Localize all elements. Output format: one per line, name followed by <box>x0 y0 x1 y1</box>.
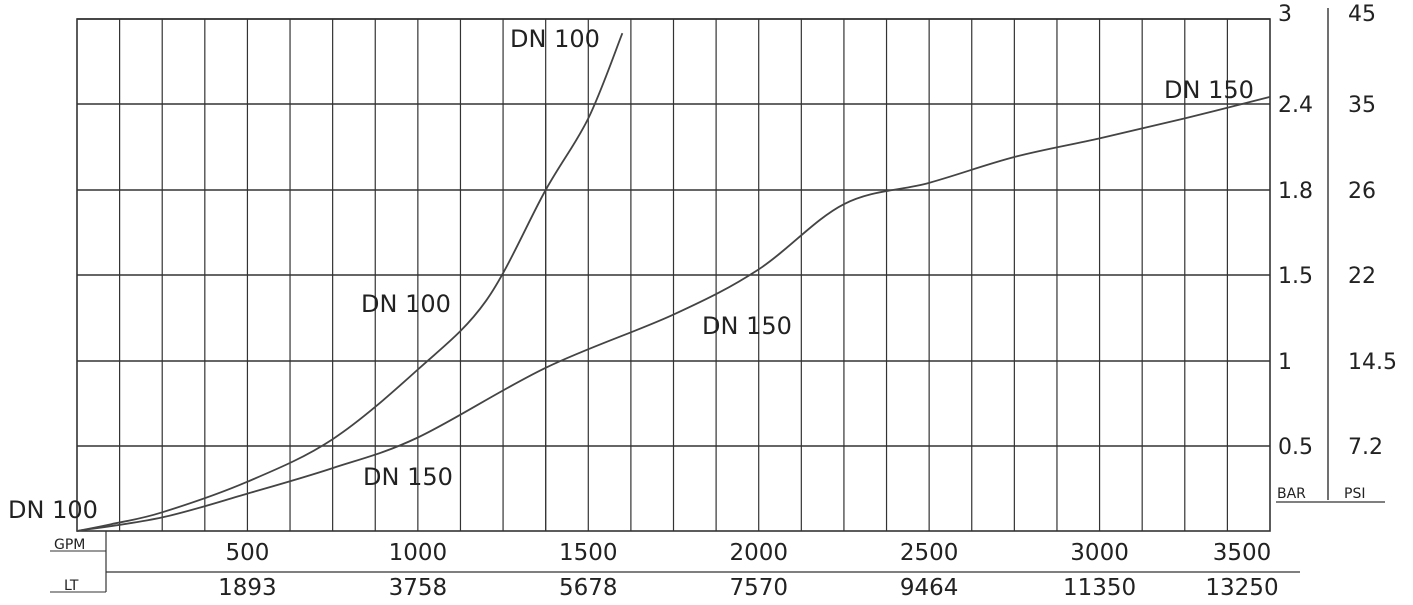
y-tick-psi: 26 <box>1348 179 1376 204</box>
gpm-unit-label: GPM <box>54 537 85 553</box>
series-annotation: DN 100 <box>510 25 600 53</box>
chart-frame <box>50 8 1385 593</box>
y-tick-bar: 1.5 <box>1278 264 1313 289</box>
chart-curves <box>76 32 1271 532</box>
y-tick-bar: 3 <box>1278 2 1292 27</box>
psi-unit-label: PSI <box>1344 486 1365 502</box>
x-tick-lt: 1893 <box>218 575 277 601</box>
y-tick-bar: 1.8 <box>1278 179 1313 204</box>
y-tick-psi: 14.5 <box>1348 350 1397 375</box>
y-tick-psi: 35 <box>1348 93 1376 118</box>
x-tick-gpm: 500 <box>225 540 269 566</box>
x-tick-gpm: 3500 <box>1213 540 1272 566</box>
series-annotation: DN 150 <box>363 463 453 491</box>
y-tick-psi: 7.2 <box>1348 435 1383 460</box>
x-tick-gpm: 1500 <box>559 540 618 566</box>
x-tick-lt: 3758 <box>389 575 448 601</box>
lt-unit-label: LT <box>64 578 79 594</box>
series-line-dn100 <box>76 32 624 532</box>
chart-ticks: 0.5 1 1.5 1.8 2.4 3 7.2 14.5 22 26 35 45 BAR PSI 500 10… <box>54 2 1397 601</box>
series-annotation: DN 150 <box>1164 76 1254 104</box>
series-annotation: DN 100 <box>8 496 98 524</box>
x-tick-gpm: 1000 <box>389 540 448 566</box>
x-tick-gpm: 3000 <box>1070 540 1129 566</box>
plot-frame <box>76 18 1271 532</box>
y-tick-psi: 22 <box>1348 264 1376 289</box>
bar-unit-label: BAR <box>1277 486 1306 502</box>
x-tick-gpm: 2500 <box>900 540 959 566</box>
x-tick-lt: 5678 <box>559 575 618 601</box>
series-line-dn150 <box>76 96 1271 532</box>
x-tick-lt: 7570 <box>729 575 788 601</box>
y-tick-psi: 45 <box>1348 2 1376 27</box>
x-tick-lt: 9464 <box>900 575 959 601</box>
x-tick-gpm: 2000 <box>729 540 788 566</box>
y-tick-bar: 1 <box>1278 350 1292 375</box>
x-tick-lt: 11350 <box>1063 575 1136 601</box>
y-tick-bar: 2.4 <box>1278 93 1313 118</box>
series-annotation: DN 100 <box>361 290 451 318</box>
chart-grid <box>77 18 1270 531</box>
series-annotation: DN 150 <box>702 312 792 340</box>
chart-annotations: DN 100 DN 100 DN 100 DN 150 DN 150 DN 150 <box>8 25 1254 524</box>
y-tick-bar: 0.5 <box>1278 435 1313 460</box>
x-tick-lt: 13250 <box>1205 575 1278 601</box>
